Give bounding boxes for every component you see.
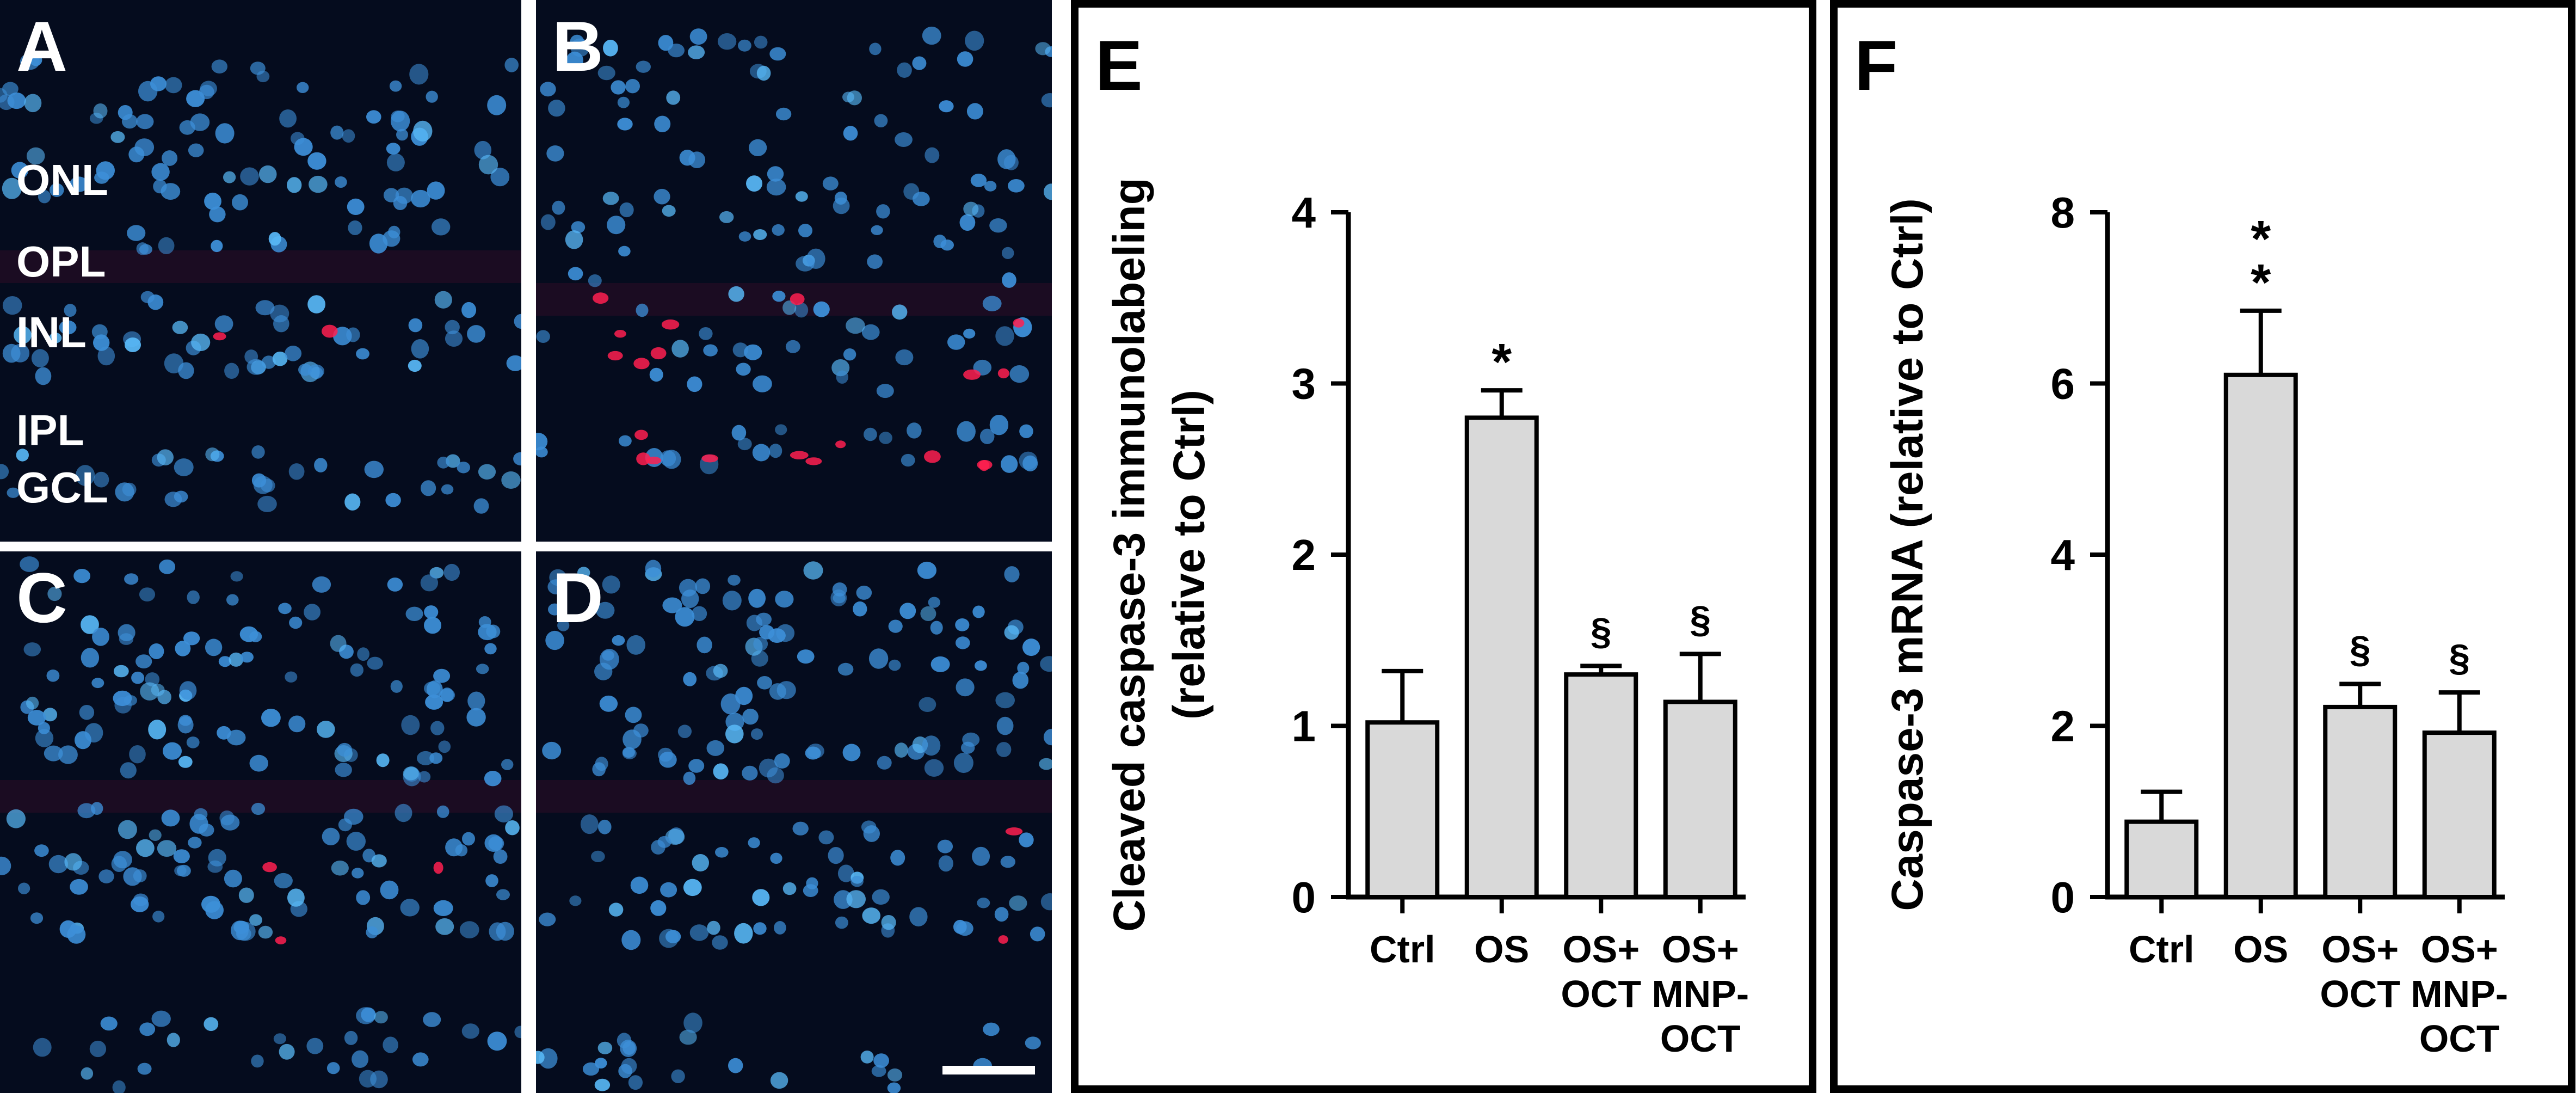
significance-marker: § <box>2449 636 2470 679</box>
fluorescence-image-d <box>536 551 1052 1093</box>
y-tick-label: 3 <box>1292 360 1316 408</box>
micrograph-panel-a: A ONL OPL INL IPL GCL <box>0 0 521 542</box>
panel-letter-d: D <box>552 558 603 637</box>
layer-label-ipl: IPL <box>16 406 84 455</box>
panel-letter-c: C <box>16 558 67 637</box>
y-tick-label: 4 <box>1292 188 1316 237</box>
chart-panel-f: F Caspase-3 mRNA (relative to Ctrl) 0 2 4 6 8 C… <box>1830 0 2575 1093</box>
scale-bar <box>942 1066 1035 1074</box>
bar <box>1564 672 1638 900</box>
significance-marker: § <box>2350 628 2371 670</box>
fluorescence-image-a <box>0 0 521 542</box>
fluorescence-image-b <box>536 0 1052 542</box>
x-tick-label: OS+ <box>2321 928 2399 971</box>
chart-panel-letter: F <box>1854 26 1897 105</box>
bar <box>2124 819 2199 899</box>
significance-marker: § <box>1591 610 1612 652</box>
x-tick-label: OCT <box>2419 1017 2500 1060</box>
layer-label-onl: ONL <box>16 156 108 204</box>
y-tick-label: 2 <box>1292 531 1316 579</box>
bar <box>1464 415 1539 899</box>
chart-frame <box>1071 0 1816 1093</box>
fluorescence-image-c <box>0 551 521 1093</box>
significance-marker: § <box>1690 598 1711 640</box>
bar <box>1365 720 1440 899</box>
x-tick-label: OCT <box>1561 973 1641 1015</box>
x-tick-label: OS+ <box>1562 928 1640 971</box>
bar <box>2323 704 2398 900</box>
x-tick-label: OS <box>2233 928 2288 971</box>
panel-letter-a: A <box>16 7 67 86</box>
x-tick-label: OS+ <box>2421 928 2498 971</box>
y-tick-label: 0 <box>1292 873 1316 922</box>
y-tick-label: 0 <box>2051 873 2075 922</box>
significance-marker: * <box>2251 210 2271 268</box>
panel-letter-b: B <box>552 7 603 86</box>
x-tick-label: OCT <box>1660 1017 1741 1060</box>
y-axis-label: Cleaved caspase-3 immunolabeling <box>1105 177 1154 931</box>
significance-marker: * <box>2251 254 2271 311</box>
y-axis-label: Caspase-3 mRNA (relative to Ctrl) <box>1883 198 1932 911</box>
y-tick-label: 6 <box>2051 360 2075 408</box>
x-tick-label: OCT <box>2320 973 2400 1015</box>
layer-label-opl: OPL <box>16 237 106 286</box>
chart-frame <box>1830 0 2575 1093</box>
x-tick-label: Ctrl <box>2129 928 2195 971</box>
y-tick-label: 8 <box>2051 188 2075 237</box>
significance-marker: * <box>1492 333 1512 391</box>
bar <box>2422 730 2497 899</box>
y-tick-label: 2 <box>2051 702 2075 751</box>
y-axis-label: (relative to Ctrl) <box>1164 390 1214 720</box>
x-tick-label: Ctrl <box>1370 928 1435 971</box>
layer-label-inl: INL <box>16 308 87 357</box>
y-tick-label: 4 <box>2051 531 2075 579</box>
bar <box>2223 372 2298 899</box>
chart-panel-letter: E <box>1095 26 1143 105</box>
layer-label-gcl: GCL <box>16 463 108 512</box>
micrograph-panel-b: B <box>536 0 1052 542</box>
x-tick-label: OS+ <box>1662 928 1739 971</box>
bar <box>1663 699 1737 899</box>
micrograph-panel-d: D <box>536 551 1052 1093</box>
x-tick-label: MNP- <box>2411 973 2508 1015</box>
y-tick-label: 1 <box>1292 702 1316 751</box>
chart-panel-e: E Cleaved caspase-3 immunolabeling (relati… <box>1071 0 1816 1093</box>
x-tick-label: MNP- <box>1651 973 1749 1015</box>
x-tick-label: OS <box>1474 928 1529 971</box>
micrograph-panel-c: C <box>0 551 521 1093</box>
